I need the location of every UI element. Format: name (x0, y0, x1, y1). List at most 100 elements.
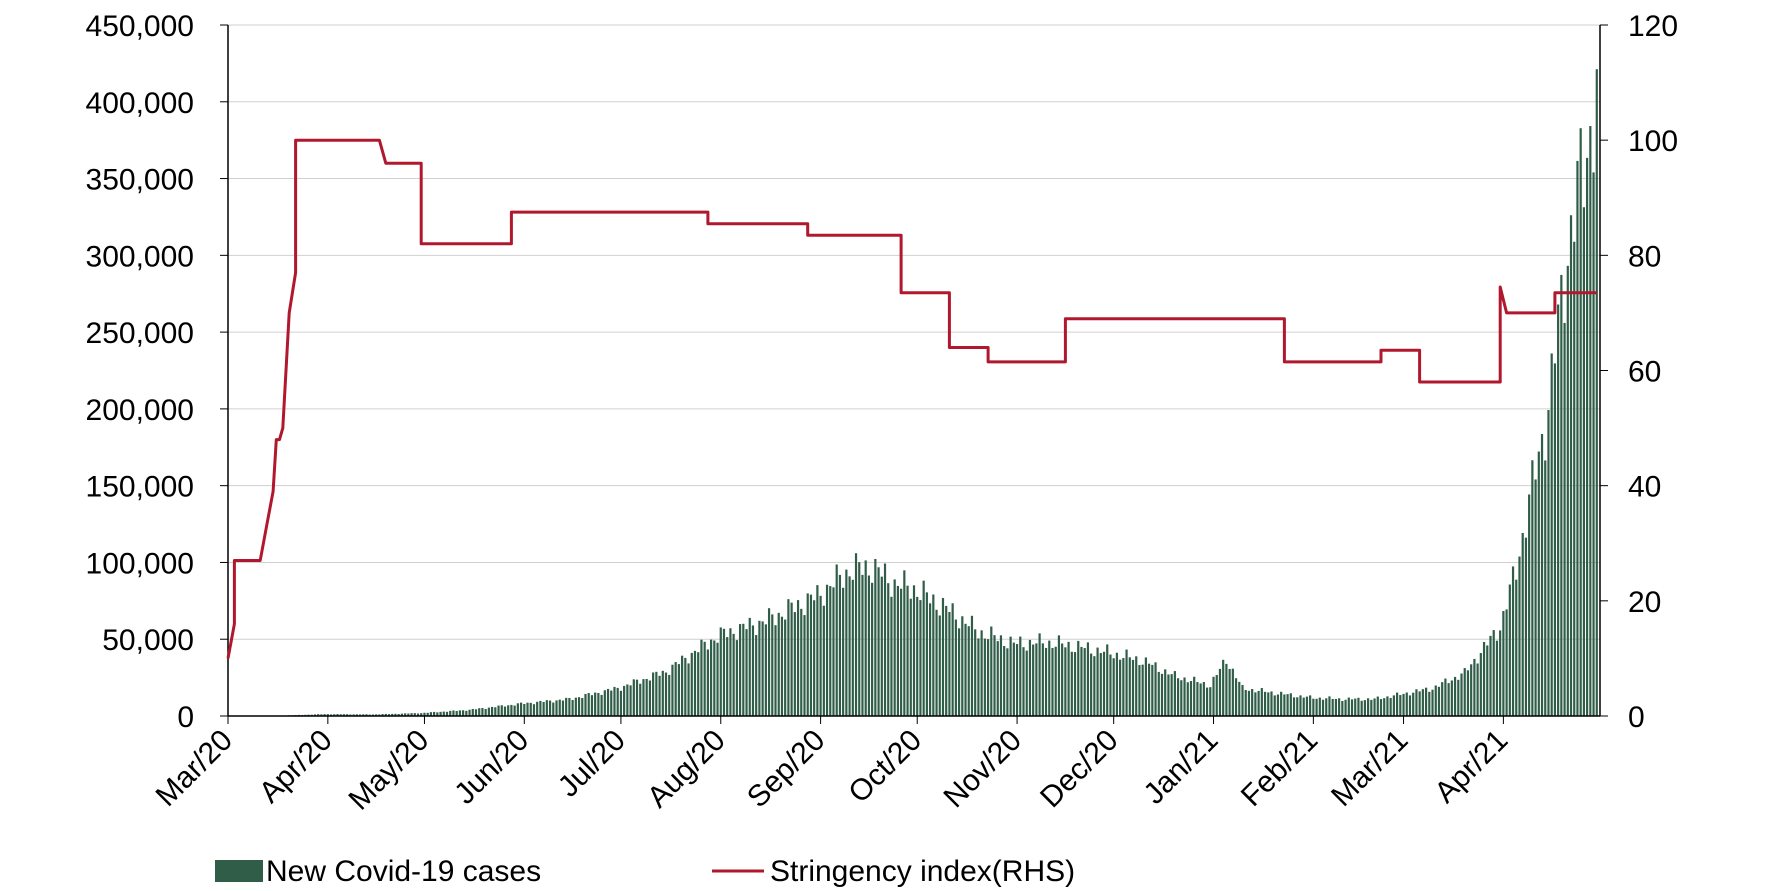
case-bar (1350, 699, 1354, 716)
case-bar (439, 711, 442, 716)
case-bar (1015, 644, 1019, 716)
case-bar (1157, 671, 1160, 716)
case-bar (1528, 494, 1531, 716)
case-bar (603, 690, 606, 716)
case-bar (726, 637, 729, 716)
case-bar (1589, 126, 1592, 717)
case-bar (1357, 697, 1360, 716)
y-right-tick-label: 60 (1628, 356, 1661, 389)
case-bar (552, 702, 555, 716)
case-bar (1260, 688, 1263, 716)
case-bar (1412, 692, 1415, 716)
case-bar (1312, 698, 1315, 716)
case-bar (1067, 641, 1070, 716)
case-bar (664, 672, 668, 716)
case-bar (1289, 693, 1292, 716)
case-bar (1354, 698, 1357, 716)
case-bar (1389, 698, 1392, 716)
case-bar (584, 693, 587, 716)
case-bar (458, 710, 461, 716)
case-bar (536, 701, 539, 716)
case-bar (484, 708, 487, 716)
case-bar (471, 708, 474, 716)
y-right-tick-label: 20 (1628, 586, 1661, 619)
case-bar (462, 710, 465, 716)
case-bar (516, 703, 519, 716)
case-bar (1373, 698, 1376, 716)
case-bar (1257, 690, 1260, 716)
case-bar (1515, 579, 1518, 716)
case-bar (771, 614, 774, 716)
case-bar (1476, 663, 1479, 716)
gridlines (228, 24, 1600, 640)
case-bar (1524, 537, 1528, 716)
case-bar (709, 639, 713, 716)
case-bar (800, 608, 803, 716)
case-bar (407, 713, 410, 716)
case-bar (423, 712, 426, 716)
case-bar (835, 564, 838, 716)
case-bar (1267, 692, 1270, 716)
case-bar (1044, 647, 1048, 716)
case-bar (1367, 698, 1370, 716)
case-bar (1061, 643, 1064, 716)
case-bar (906, 585, 909, 716)
case-bar (851, 579, 854, 716)
case-bar (922, 580, 925, 716)
case-bar (532, 704, 536, 716)
case-bar (1547, 410, 1550, 716)
case-bar (1344, 699, 1347, 716)
case-bar (1363, 700, 1366, 716)
case-bar (397, 714, 400, 716)
case-bar (716, 642, 719, 716)
case-bar (1302, 697, 1305, 716)
case-bar (1006, 648, 1009, 716)
y-left-tick-label: 450,000 (86, 10, 194, 43)
case-bar (317, 714, 320, 716)
case-bar (1193, 676, 1196, 716)
y-right-tick-label: 120 (1628, 10, 1678, 43)
case-bar (1051, 647, 1054, 716)
case-bar (1205, 687, 1209, 716)
case-bar (1186, 682, 1189, 716)
case-bar (948, 612, 951, 716)
case-bar (577, 697, 581, 716)
case-bar (539, 700, 542, 716)
case-bar (777, 612, 780, 716)
case-bar (925, 592, 928, 716)
case-bar (677, 664, 680, 716)
case-bar (864, 560, 867, 716)
case-bar (1540, 434, 1544, 716)
case-bar (523, 703, 526, 716)
case-bar (655, 671, 658, 716)
case-bar (854, 553, 858, 716)
case-bar (722, 628, 726, 716)
case-bar (600, 694, 603, 716)
case-bar (378, 714, 381, 716)
case-bar (619, 690, 623, 716)
y-left-tick-label: 50,000 (102, 624, 194, 657)
case-bar (494, 707, 497, 716)
case-bar (861, 574, 864, 716)
case-bar (1234, 678, 1238, 716)
case-bar (803, 615, 806, 716)
case-bar (1447, 683, 1450, 716)
case-bar (545, 700, 548, 716)
case-bar (671, 664, 674, 716)
case-bar (1431, 689, 1434, 716)
case-bar (1054, 646, 1057, 716)
case-bar (1441, 682, 1444, 716)
case-bar (1083, 648, 1086, 716)
case-bar (1273, 695, 1276, 716)
case-bar (858, 562, 861, 716)
case-bar (1119, 659, 1122, 716)
y-axis-left-ticks: 0 50,000 100,000 150,000 200,000 250,000 300,0… (86, 10, 228, 734)
case-bar (1315, 698, 1318, 716)
case-bar (732, 633, 735, 716)
case-bar (1228, 668, 1231, 716)
case-bar (1231, 668, 1234, 716)
case-bar (957, 628, 961, 716)
case-bar (1463, 668, 1466, 716)
case-bar (896, 585, 899, 716)
case-bar (974, 629, 977, 716)
